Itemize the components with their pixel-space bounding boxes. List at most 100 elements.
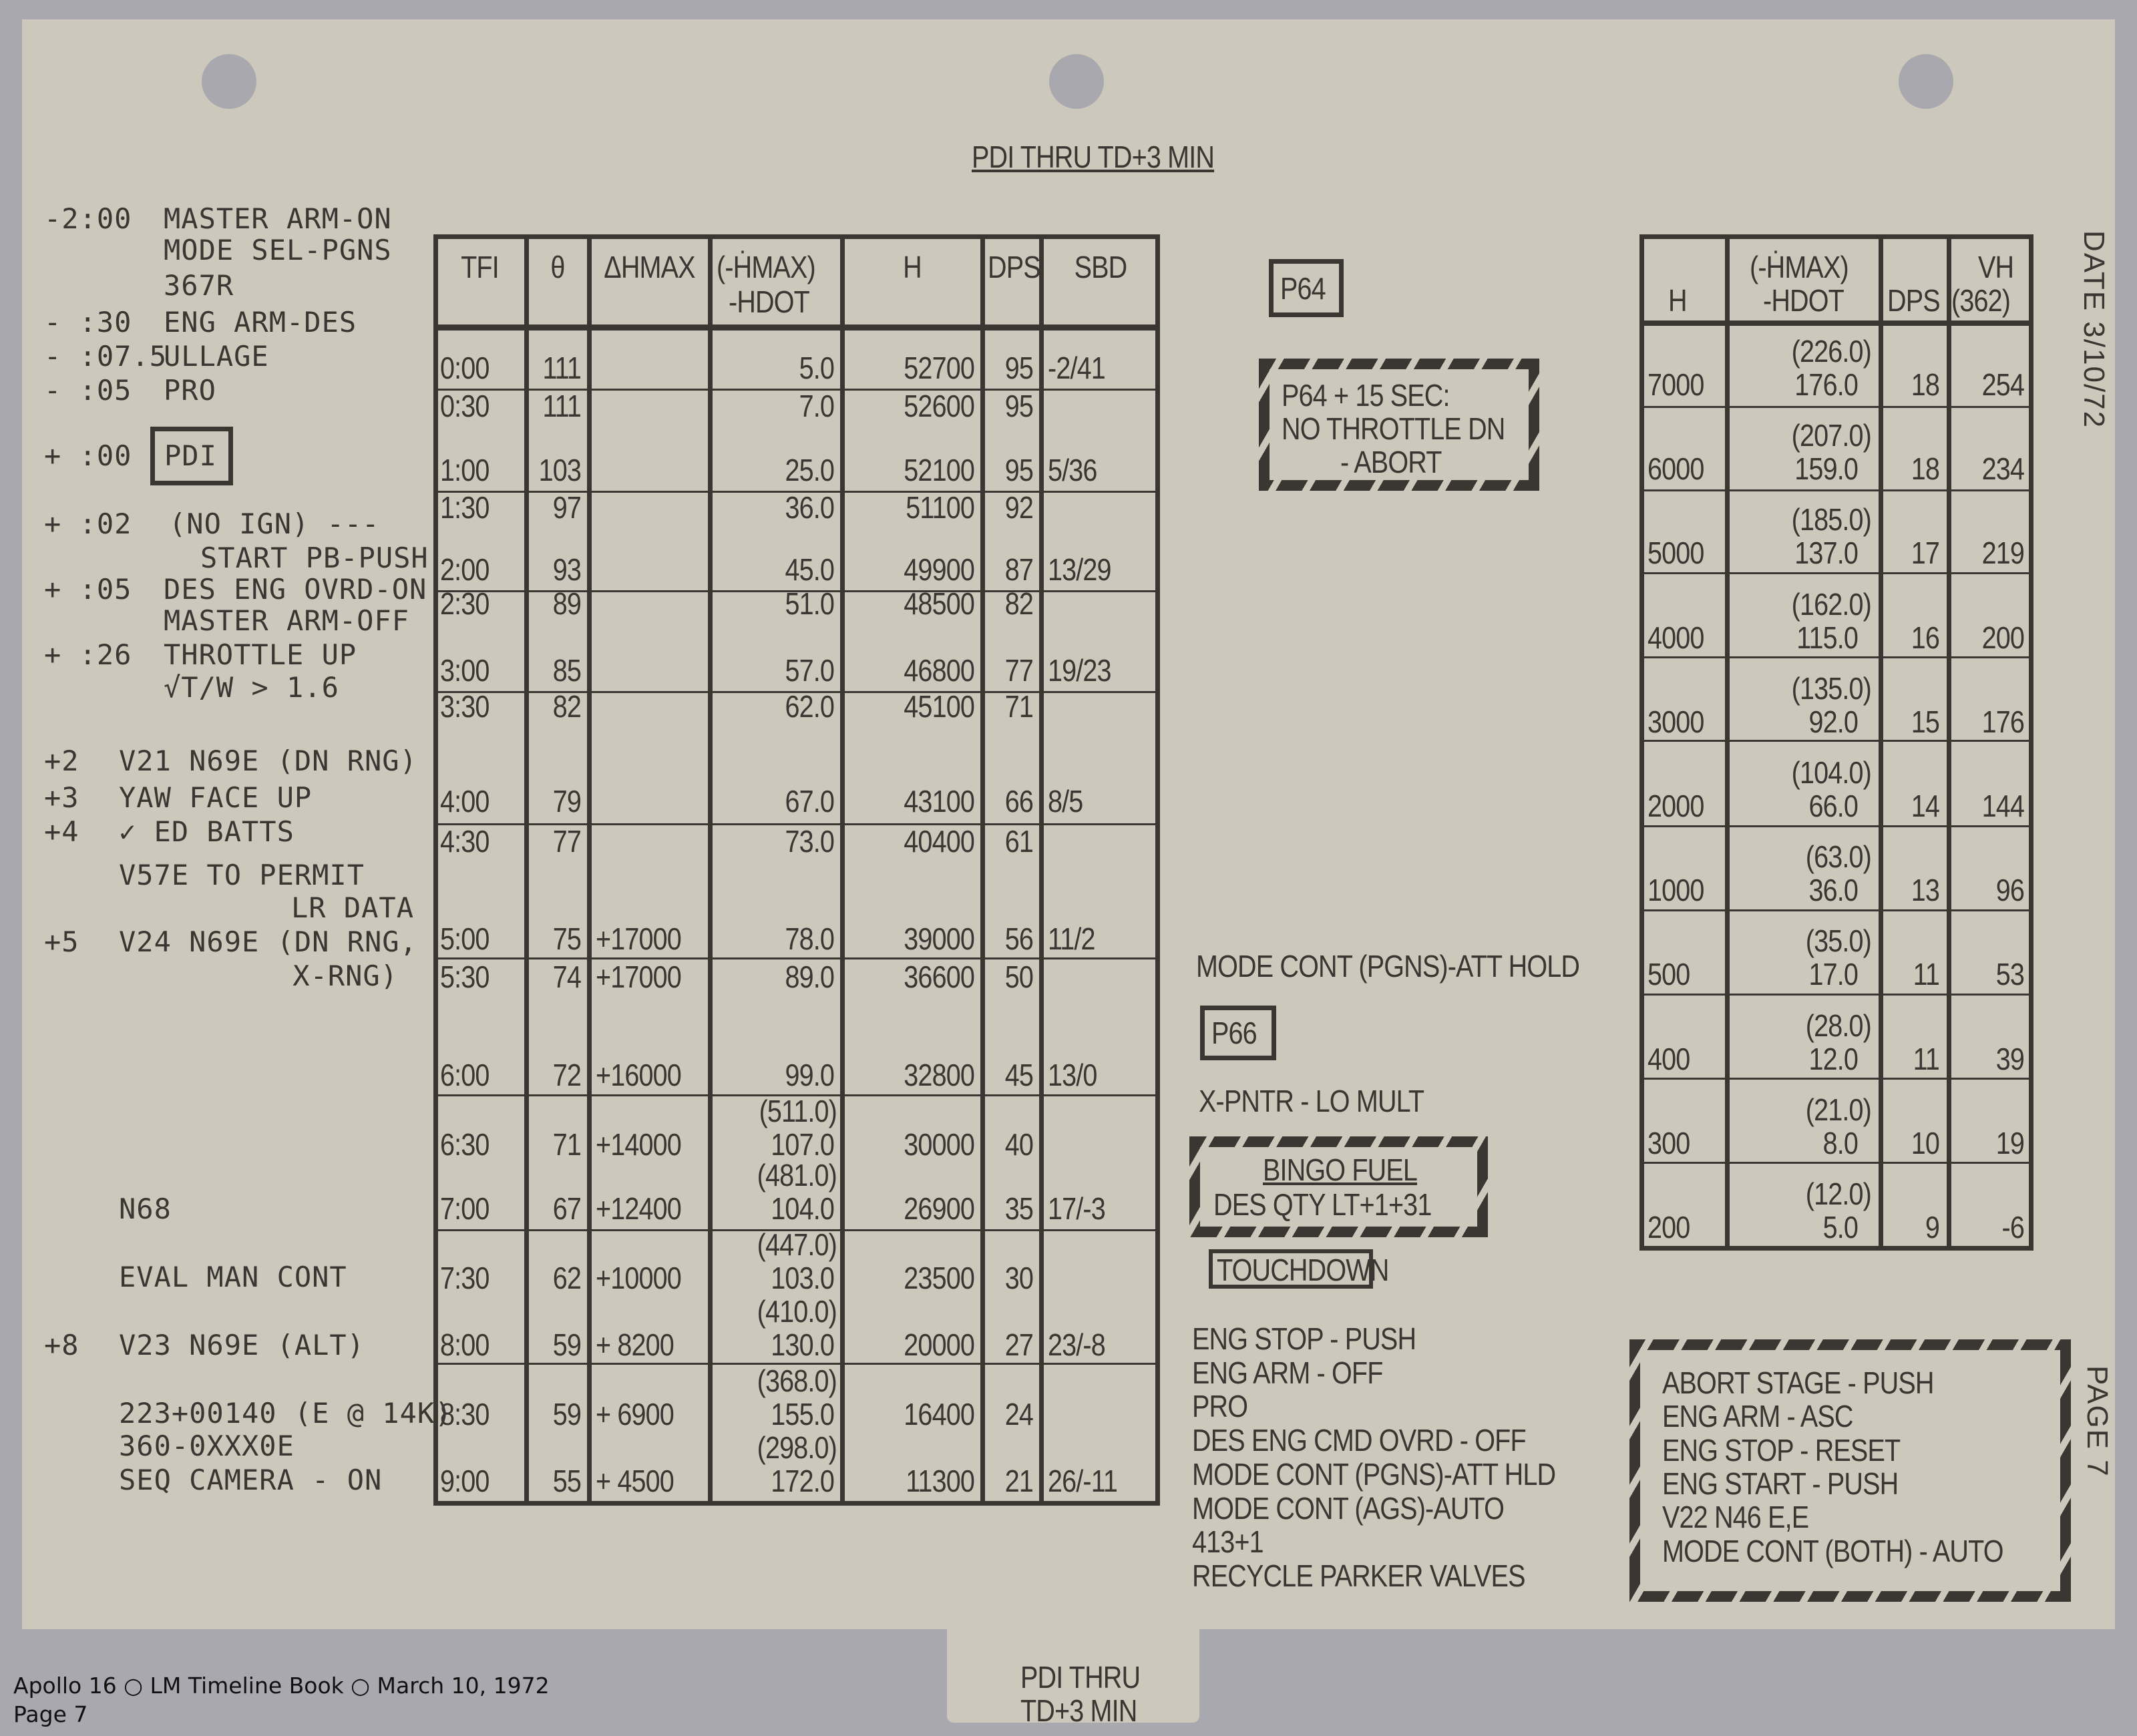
row-divider	[433, 823, 1160, 825]
cell-dhmax: +17000	[596, 959, 682, 994]
column-divider	[1879, 234, 1883, 1251]
abort-item: MODE CONT (BOTH) - AUTO	[1662, 1533, 2003, 1568]
cell-sbd: 17/-3	[1048, 1191, 1106, 1226]
cell-hmax: (28.0)	[1805, 1008, 1872, 1043]
timeline-text: SEQ CAMERA - ON	[119, 1464, 383, 1496]
cell-dps: 50	[1004, 959, 1034, 994]
cell-tfi: 1:00	[440, 453, 490, 487]
cell-dps: 11	[1913, 957, 1940, 992]
column-header-vh-362: (362)	[1951, 283, 2011, 318]
timeline-time: - :30	[44, 306, 132, 339]
cell-theta: 55	[552, 1464, 582, 1498]
bingo-fuel-line: DES QTY LT+1+31	[1213, 1187, 1432, 1222]
timeline-time: +2	[44, 744, 79, 777]
cell-h: 6000	[1647, 451, 1704, 487]
cell-dps: 92	[1004, 490, 1034, 525]
cell-hmax: (185.0)	[1791, 502, 1872, 537]
timeline-text: DES ENG OVRD-ON	[164, 573, 427, 606]
cell-hdot: 92.0	[1808, 704, 1858, 739]
mode-cont-att-hold: MODE CONT (PGNS)-ATT HOLD	[1196, 949, 1580, 984]
cell-theta: 62	[552, 1261, 582, 1295]
cell-dps: 95	[1004, 389, 1034, 423]
column-divider	[1947, 234, 1951, 1251]
timeline-time: +3	[44, 781, 79, 814]
cell-dhmax: +16000	[596, 1058, 682, 1092]
cell-theta: 111	[542, 389, 581, 423]
cell-dps: 13	[1911, 873, 1940, 908]
post-touchdown-item: PRO	[1192, 1389, 1248, 1424]
cell-hdot: 176.0	[1794, 367, 1859, 402]
cell-hdot: 99.0	[785, 1058, 834, 1092]
timeline-time: - :05	[44, 374, 132, 407]
post-touchdown-item: DES ENG CMD OVRD - OFF	[1192, 1423, 1527, 1458]
timeline-time: + :02	[44, 507, 132, 540]
cell-theta: 79	[552, 784, 582, 819]
post-touchdown-item: RECYCLE PARKER VALVES	[1192, 1558, 1525, 1593]
row-divider	[433, 957, 1160, 959]
timeline-text: ULLAGE	[164, 340, 269, 373]
cell-hmax: (368.0)	[757, 1363, 837, 1398]
cell-theta: 74	[552, 959, 582, 994]
cell-hdot: 67.0	[785, 784, 834, 819]
cell-h: 26900	[904, 1191, 975, 1226]
abort-item: ABORT STAGE - PUSH	[1662, 1365, 1934, 1400]
caption-page: Page 7	[13, 1701, 88, 1727]
cell-h: 1000	[1647, 873, 1704, 908]
cell-hmax: (298.0)	[757, 1430, 837, 1465]
post-touchdown-item: MODE CONT (AGS)-AUTO	[1192, 1490, 1505, 1526]
cell-dhmax: +12400	[596, 1191, 682, 1226]
right-table-frame	[1639, 234, 2033, 1251]
cell-dps: 95	[1004, 351, 1034, 385]
column-header-dps: DPS	[1887, 283, 1941, 318]
p64-label: P64	[1280, 271, 1326, 306]
timeline-text: (NO IGN) ---	[169, 507, 380, 540]
date-label: DATE 3/10/72	[2078, 230, 2110, 429]
cell-theta: 85	[552, 653, 582, 688]
cell-sbd: 13/29	[1048, 552, 1112, 587]
p64-abort-line: - ABORT	[1340, 445, 1442, 479]
cell-hdot: 89.0	[785, 959, 834, 994]
cell-dps: 77	[1004, 653, 1034, 688]
column-divider	[1039, 234, 1044, 1506]
touchdown-box: TOUCHDOWN	[1209, 1249, 1389, 1289]
column-header: H	[903, 250, 922, 284]
timeline-text: 367R	[164, 269, 234, 302]
cell-theta: 77	[552, 824, 582, 859]
cell-h: 5000	[1647, 535, 1704, 571]
cell-h: 52100	[904, 453, 975, 487]
cell-theta: 111	[542, 351, 581, 385]
row-divider	[433, 1094, 1160, 1096]
timeline-text: N68	[119, 1192, 172, 1225]
tab-label-line1: PDI THRU	[1020, 1660, 1141, 1695]
row-divider	[1639, 994, 2033, 996]
cell-h: 500	[1647, 957, 1690, 992]
cell-hmax: (35.0)	[1805, 923, 1872, 959]
cell-hdot: 78.0	[785, 921, 834, 956]
cell-hmax: (162.0)	[1791, 586, 1872, 622]
row-divider	[1639, 909, 2033, 911]
page-title: PDI THRU TD+3 MIN	[972, 140, 1215, 174]
post-touchdown-item: MODE CONT (PGNS)-ATT HLD	[1192, 1456, 1556, 1492]
cell-hmax: (207.0)	[1791, 418, 1872, 453]
binder-hole	[1899, 54, 1953, 109]
cell-tfi: 6:00	[440, 1058, 490, 1092]
abort-item: ENG STOP - RESET	[1662, 1432, 1901, 1468]
cell-hdot: 155.0	[771, 1397, 835, 1432]
row-divider	[1639, 1162, 2033, 1164]
cell-tfi: 0:00	[440, 351, 490, 385]
p64-abort-line: NO THROTTLE DN	[1282, 411, 1505, 446]
cell-hdot: 51.0	[785, 586, 834, 621]
column-header: TFI	[461, 250, 500, 284]
cell-dhmax: + 8200	[596, 1327, 674, 1362]
cell-h: 48500	[904, 586, 975, 621]
cell-hmax: (104.0)	[1791, 755, 1872, 790]
column-divider	[1725, 234, 1730, 1251]
timeline-text: 223+00140 (E @ 14K)	[119, 1397, 453, 1430]
column-header: ΔHMAX	[604, 250, 695, 284]
cell-dps: 87	[1004, 552, 1034, 587]
cell-vh: 176	[1981, 704, 2025, 739]
cell-tfi: 8:00	[440, 1327, 490, 1362]
page-number-label: PAGE 7	[2081, 1365, 2114, 1478]
cell-dps: 45	[1004, 1058, 1034, 1092]
column-header-hdot: -HDOT	[729, 284, 810, 319]
